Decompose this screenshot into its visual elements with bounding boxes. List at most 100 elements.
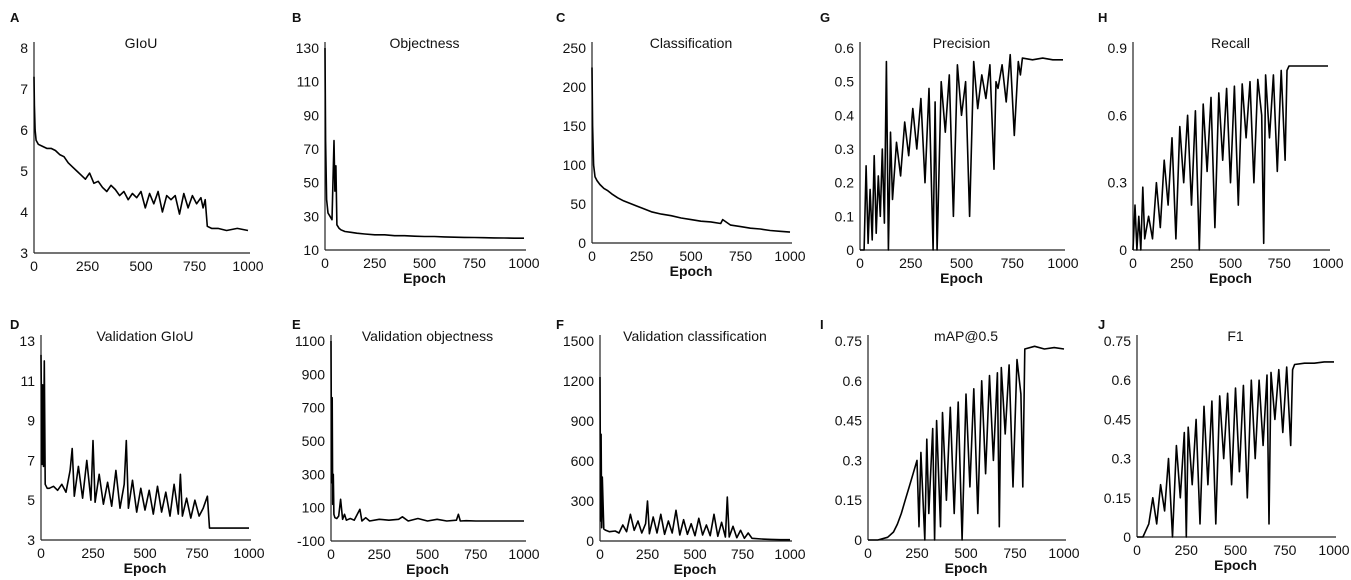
x-tick-label: 0 <box>1129 255 1137 271</box>
panel-letter-c: C <box>556 10 566 25</box>
panel-d: D Validation GIoU 3 5 7 9 11 13 0 250 500 750 1000 Ep… <box>10 317 265 576</box>
x-axis-label-e: Epoch <box>406 561 449 577</box>
x-tick-label: 1000 <box>232 258 263 274</box>
x-tick-label: 250 <box>1175 542 1199 558</box>
y-tick-label: 0.3 <box>835 141 855 157</box>
series-line-f <box>599 376 790 541</box>
x-tick-label: 500 <box>416 546 440 562</box>
panel-c: C Classification 0 50 100 150 200 250 0 250 500 750… <box>556 10 806 279</box>
y-tick-label: 0.4 <box>835 107 855 123</box>
x-axis-label-g: Epoch <box>940 270 983 286</box>
x-tick-label: 500 <box>133 545 157 561</box>
x-tick-label: 750 <box>729 248 753 264</box>
y-tick-label: 0.6 <box>835 40 855 56</box>
x-tick-label: 250 <box>899 255 923 271</box>
y-tick-label: 0 <box>578 235 586 251</box>
y-tick-label: 7 <box>20 81 28 97</box>
x-axis-label-c: Epoch <box>670 263 713 279</box>
chart-title-g: Precision <box>933 35 991 51</box>
y-tick-label: 11 <box>20 373 35 389</box>
y-tick-label: -100 <box>297 533 325 549</box>
panel-letter-j: J <box>1098 317 1105 332</box>
y-tick-label: 0 <box>854 532 862 548</box>
chart-title-c: Classification <box>650 35 732 51</box>
y-tick-label: 900 <box>302 366 326 382</box>
y-tick-label: 30 <box>303 208 319 224</box>
series-line-g <box>860 53 1063 251</box>
x-tick-label: 0 <box>37 545 45 561</box>
x-tick-label: 250 <box>1170 255 1194 271</box>
panel-j: J F1 0 0.15 0.3 0.45 0.6 0.75 0 250 500 750 1000 Epoc… <box>1098 317 1350 573</box>
y-tick-label: 0.3 <box>843 452 863 468</box>
y-tick-label: 0.45 <box>1104 411 1131 427</box>
y-tick-label: 13 <box>19 333 35 349</box>
x-tick-label: 750 <box>1268 255 1292 271</box>
y-tick-label: 600 <box>571 453 595 469</box>
x-tick-label: 0 <box>864 545 872 561</box>
x-tick-label: 750 <box>185 545 209 561</box>
x-tick-label: 750 <box>464 546 488 562</box>
y-tick-label: 3 <box>20 245 28 261</box>
series-line-i <box>868 345 1065 541</box>
panel-letter-a: A <box>10 10 20 25</box>
panel-letter-d: D <box>10 317 19 332</box>
panel-f: F Validation classification 0 300 600 900 1200… <box>556 317 806 577</box>
x-tick-label: 0 <box>321 255 329 271</box>
x-tick-label: 1000 <box>233 545 264 561</box>
x-tick-label: 500 <box>683 546 707 562</box>
x-tick-label: 250 <box>636 546 660 562</box>
chart-title-b: Objectness <box>389 35 459 51</box>
x-tick-label: 500 <box>129 258 153 274</box>
chart-title-f: Validation classification <box>623 328 767 344</box>
series-line-e <box>330 340 524 522</box>
y-tick-label: 7 <box>27 452 35 468</box>
y-tick-label: 6 <box>20 122 28 138</box>
y-tick-label: 700 <box>302 400 326 416</box>
x-tick-label: 1000 <box>1048 545 1079 561</box>
series-line-j <box>1137 361 1334 538</box>
y-tick-label: 50 <box>570 196 586 212</box>
panel-letter-f: F <box>556 317 564 332</box>
x-tick-label: 1000 <box>774 248 805 264</box>
x-tick-label: 500 <box>954 545 978 561</box>
x-axis-label-j: Epoch <box>1214 557 1257 573</box>
x-tick-label: 250 <box>368 546 392 562</box>
y-tick-label: 200 <box>563 79 587 95</box>
series-line-b <box>324 47 524 239</box>
chart-title-i: mAP@0.5 <box>934 328 998 344</box>
chart-title-d: Validation GIoU <box>96 328 193 344</box>
y-tick-label: 5 <box>27 492 35 508</box>
x-tick-label: 500 <box>679 248 703 264</box>
x-tick-label: 1000 <box>508 255 539 271</box>
y-tick-label: 300 <box>571 493 595 509</box>
y-tick-label: 0.3 <box>1108 175 1128 191</box>
x-tick-label: 250 <box>363 255 387 271</box>
y-tick-label: 90 <box>303 107 319 123</box>
y-tick-label: 100 <box>563 157 587 173</box>
y-tick-label: 0.15 <box>1104 490 1131 506</box>
y-tick-label: 150 <box>563 118 587 134</box>
panel-letter-i: I <box>820 317 824 332</box>
x-tick-label: 750 <box>1003 545 1027 561</box>
panel-letter-g: G <box>820 10 830 25</box>
x-tick-label: 500 <box>950 255 974 271</box>
y-tick-label: 1500 <box>563 333 594 349</box>
y-tick-label: 0.5 <box>835 74 855 90</box>
series-line-h <box>1132 65 1328 251</box>
y-tick-label: 5 <box>20 163 28 179</box>
panel-e: E Validation objectness -100 100 300 500 700 90… <box>292 317 540 577</box>
chart-title-e: Validation objectness <box>362 328 493 344</box>
x-tick-label: 500 <box>413 255 437 271</box>
y-tick-label: 900 <box>571 413 595 429</box>
y-tick-label: 1200 <box>563 373 594 389</box>
x-tick-label: 750 <box>731 546 755 562</box>
x-tick-label: 0 <box>327 546 335 562</box>
y-tick-label: 8 <box>20 40 28 56</box>
x-axis-label-f: Epoch <box>674 561 717 577</box>
x-tick-label: 1000 <box>1047 255 1078 271</box>
panel-b: B Objectness 10 30 50 70 90 110 130 0 250 500 750 100… <box>292 10 540 286</box>
y-tick-label: 0 <box>846 242 854 258</box>
y-tick-label: 0.45 <box>835 413 862 429</box>
y-tick-label: 0.2 <box>835 175 855 191</box>
